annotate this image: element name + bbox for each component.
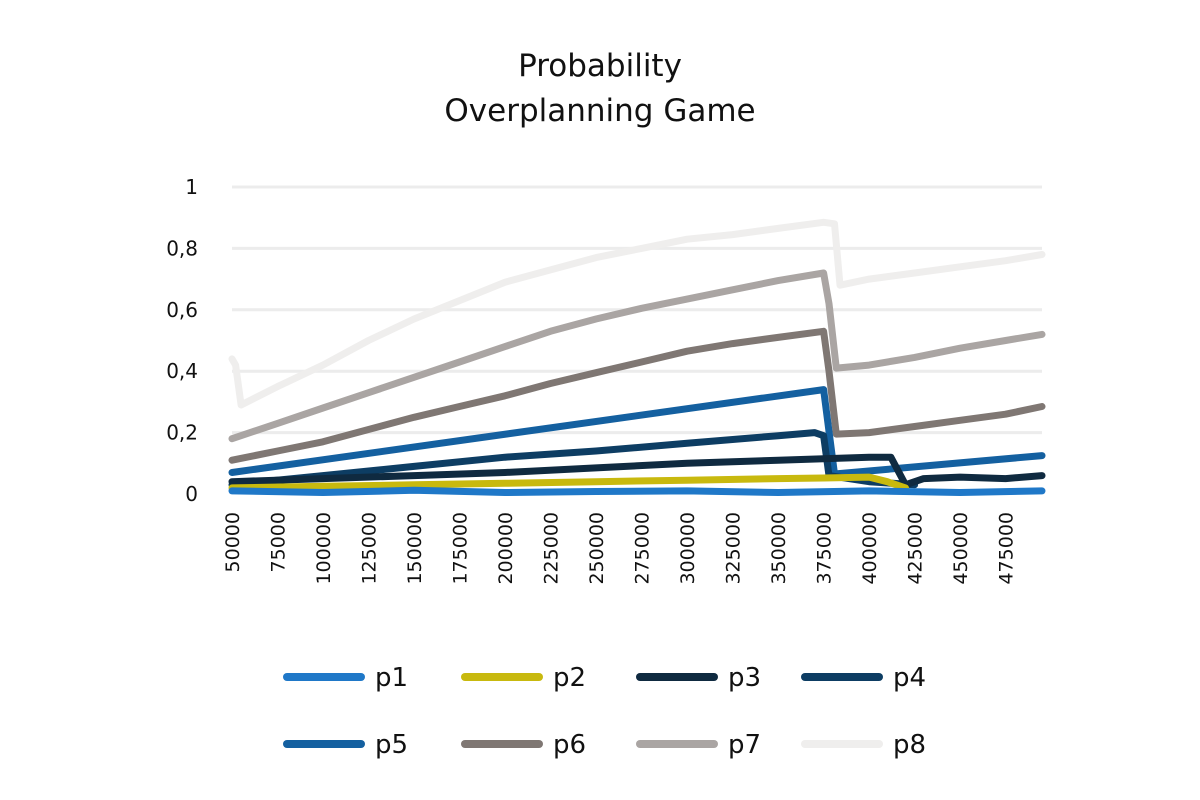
legend-label-p4: p4 [893, 663, 926, 693]
x-tick-label: 475000 [996, 512, 1018, 585]
legend-label-p6: p6 [553, 730, 586, 760]
x-tick-label: 450000 [950, 512, 972, 585]
y-tick-label: 0,4 [166, 359, 198, 383]
x-axis-ticks: 50000 75000 100000 125000 150000 175000 200000… [222, 512, 1018, 585]
x-tick-label: 100000 [313, 512, 335, 585]
x-tick-label: 400000 [859, 512, 881, 585]
plot-area [228, 218, 1046, 496]
x-tick-label: 300000 [677, 512, 699, 585]
series-line-p2 [228, 473, 909, 492]
legend-label-p5: p5 [375, 730, 408, 760]
series-line-p8 [228, 218, 1046, 409]
legend: p1 p2 p3 p4 p5 p6 p7 p8 [283, 663, 926, 760]
x-tick-label: 425000 [905, 512, 927, 585]
y-tick-label: 0,2 [166, 421, 198, 445]
legend-label-p3: p3 [728, 663, 761, 693]
series-line-p3 [228, 453, 1046, 489]
x-tick-label: 150000 [404, 512, 426, 585]
legend-label-p1: p1 [375, 663, 408, 693]
x-tick-label: 325000 [723, 512, 745, 585]
series-line-p6 [228, 327, 1046, 464]
x-tick-label: 350000 [768, 512, 790, 585]
x-tick-label: 375000 [814, 512, 836, 585]
x-tick-label: 125000 [359, 512, 381, 585]
x-tick-label: 50000 [222, 512, 244, 572]
y-tick-label: 0,8 [166, 236, 198, 260]
series-line-p7 [228, 269, 1046, 443]
y-tick-label: 0 [185, 482, 198, 506]
legend-label-p8: p8 [893, 730, 926, 760]
series-line-p5 [228, 386, 1046, 478]
x-tick-label: 75000 [268, 512, 290, 572]
y-tick-label: 0,6 [166, 298, 198, 322]
y-axis-ticks: 0 0,2 0,4 0,6 0,8 1 [166, 175, 198, 506]
legend-label-p2: p2 [553, 663, 586, 693]
chart-title-line-1: Probability [518, 48, 682, 84]
y-tick-label: 1 [185, 175, 198, 199]
x-tick-label: 175000 [450, 512, 472, 585]
series-line-p1 [228, 486, 1046, 496]
x-tick-label: 275000 [632, 512, 654, 585]
legend-label-p7: p7 [728, 730, 761, 760]
x-tick-label: 200000 [495, 512, 517, 585]
chart-title-line-2: Overplanning Game [444, 93, 755, 129]
x-tick-label: 250000 [586, 512, 608, 585]
x-tick-label: 225000 [541, 512, 563, 585]
